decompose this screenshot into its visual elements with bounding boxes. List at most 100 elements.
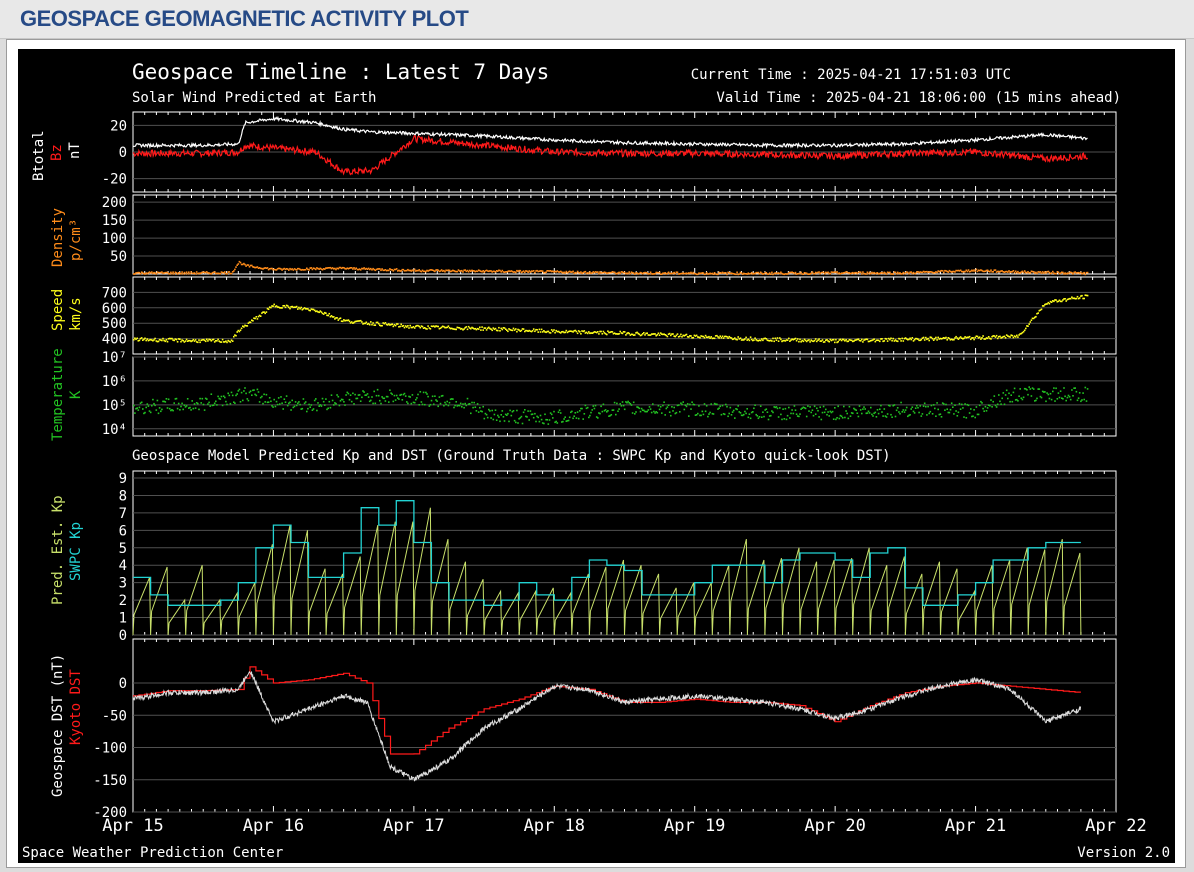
- temperature-point: [240, 391, 243, 394]
- density-point: [832, 271, 835, 274]
- speed-point: [999, 335, 1001, 338]
- speed-point: [774, 337, 777, 340]
- temperature-point: [932, 404, 935, 406]
- speed-point: [684, 334, 687, 336]
- density-point: [701, 272, 704, 274]
- speed-point: [1010, 334, 1012, 336]
- density-point: [476, 270, 479, 273]
- temperature-point: [998, 394, 1000, 396]
- temperature-point: [937, 408, 939, 411]
- density-point: [391, 269, 393, 271]
- speed-point: [616, 333, 618, 335]
- speed-point: [288, 306, 290, 309]
- speed-point: [339, 317, 342, 319]
- temperature-point: [292, 406, 295, 409]
- temperature-point: [993, 395, 996, 397]
- temperature-point: [425, 391, 427, 394]
- temperature-point: [640, 407, 643, 410]
- density-point: [292, 269, 295, 271]
- speed-point: [1012, 336, 1015, 339]
- temperature-point: [898, 411, 900, 413]
- temperature-point: [434, 395, 436, 397]
- speed-point: [866, 338, 869, 341]
- speed-point: [618, 333, 620, 335]
- speed-point: [320, 311, 323, 313]
- speed-point: [392, 325, 395, 328]
- density-point: [371, 269, 373, 271]
- temperature-point: [590, 411, 592, 414]
- temperature-point: [891, 416, 893, 418]
- speed-point: [764, 337, 766, 340]
- speed-point: [382, 322, 384, 324]
- temperature-point: [759, 405, 762, 407]
- speed-point: [361, 321, 363, 323]
- speed-point: [165, 339, 168, 341]
- speed-point: [720, 337, 723, 339]
- temperature-point: [1073, 387, 1075, 389]
- temperature-point: [306, 410, 308, 413]
- density-point: [372, 267, 374, 270]
- temperature-point: [967, 404, 970, 407]
- speed-point: [498, 326, 500, 329]
- density-point: [436, 269, 438, 271]
- temperature-point: [859, 409, 862, 411]
- speed-point: [908, 338, 910, 341]
- density-point: [618, 271, 620, 274]
- temperature-point: [821, 411, 824, 414]
- speed-point: [338, 317, 341, 320]
- speed-point: [136, 337, 138, 340]
- speed-point: [682, 334, 684, 337]
- temperature-point: [646, 410, 648, 413]
- density-point: [276, 268, 279, 270]
- density-point: [1002, 271, 1005, 273]
- temperature-point: [1045, 400, 1047, 403]
- temperature-point: [728, 412, 730, 415]
- temperature-point: [874, 411, 877, 414]
- density-point: [987, 270, 990, 272]
- density-point: [288, 269, 290, 271]
- ylabel-temperature-unit: K: [68, 390, 84, 399]
- temperature-point: [458, 404, 461, 407]
- temperature-point: [1055, 387, 1057, 390]
- density-point: [784, 273, 787, 275]
- temperature-point: [855, 409, 857, 411]
- speed-point: [604, 333, 607, 335]
- speed-point: [761, 338, 763, 340]
- temperature-point: [391, 393, 393, 396]
- temperature-point: [940, 416, 943, 418]
- temperature-point: [930, 404, 933, 407]
- speed-point: [322, 313, 325, 315]
- density-point: [1044, 271, 1046, 273]
- density-point: [155, 273, 158, 275]
- temperature-point: [820, 418, 823, 421]
- temperature-point: [1053, 387, 1055, 389]
- temperature-point: [666, 406, 669, 408]
- kp-ytick-label: 0: [119, 628, 127, 644]
- temperature-point: [446, 400, 448, 403]
- speed-point: [364, 322, 366, 325]
- speed-point: [527, 330, 529, 332]
- speed-point: [957, 338, 960, 340]
- density-point: [650, 273, 653, 275]
- speed-point: [543, 330, 545, 332]
- speed-point: [713, 337, 716, 340]
- temperature-point: [499, 420, 501, 423]
- density-point: [1080, 271, 1082, 274]
- density-point: [479, 269, 481, 272]
- density-point: [977, 269, 980, 272]
- density-point: [953, 270, 955, 273]
- temperature-point: [901, 411, 903, 413]
- speed-point: [368, 323, 371, 326]
- temperature-point: [939, 413, 942, 415]
- speed-point: [497, 329, 499, 332]
- temperature-point: [966, 403, 969, 406]
- temperature-point: [317, 402, 319, 404]
- density-point: [293, 268, 296, 270]
- temperature-point: [905, 406, 908, 409]
- temperature-point: [455, 401, 457, 403]
- temperature-point: [1020, 397, 1023, 399]
- speed-point: [576, 332, 579, 335]
- density-point: [932, 272, 935, 274]
- density-point: [263, 267, 265, 270]
- temperature-point: [1059, 390, 1062, 392]
